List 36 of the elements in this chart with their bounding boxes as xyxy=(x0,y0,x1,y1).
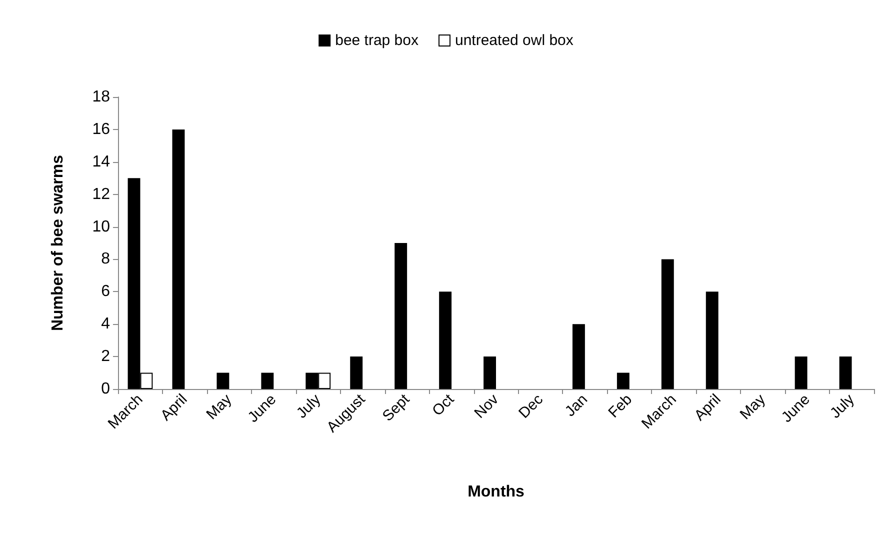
y-tick-label: 10 xyxy=(92,218,110,236)
bar xyxy=(261,372,274,389)
x-tick-label: May xyxy=(736,390,770,424)
legend-label: untreated owl box xyxy=(454,32,574,49)
x-tick-label: July xyxy=(826,390,858,422)
bar xyxy=(661,259,674,389)
y-tick-label: 16 xyxy=(92,120,110,138)
x-tick-label: Nov xyxy=(471,390,502,422)
bar xyxy=(572,324,585,389)
x-tick-label: July xyxy=(293,390,324,422)
bar xyxy=(350,356,363,389)
x-tick-label: Jan xyxy=(562,390,591,420)
bar xyxy=(216,372,230,389)
y-tick-label: 0 xyxy=(101,380,110,398)
y-tick-label: 8 xyxy=(101,250,110,268)
x-axis-title: Months xyxy=(468,484,525,500)
bar xyxy=(616,372,630,389)
y-tick-label: 6 xyxy=(101,283,110,300)
x-tick-label: Oct xyxy=(429,390,458,420)
y-axis-title: Number of bee swarms xyxy=(50,154,66,332)
x-tick-label: Dec xyxy=(516,390,547,422)
x-tick-label: Feb xyxy=(605,390,636,422)
bar xyxy=(439,292,452,389)
legend-label: bee trap box xyxy=(335,32,419,49)
x-tick-label: May xyxy=(203,390,236,424)
bar xyxy=(839,356,852,389)
y-tick-label: 4 xyxy=(101,316,110,333)
y-tick-label: 14 xyxy=(92,153,110,170)
bar xyxy=(794,356,808,389)
y-tick-label: 12 xyxy=(92,186,110,203)
y-tick-label: 2 xyxy=(101,348,110,366)
bar xyxy=(172,129,185,389)
bar xyxy=(394,243,408,389)
bar xyxy=(484,356,496,389)
y-tick-label: 18 xyxy=(92,88,110,106)
bar xyxy=(706,292,718,389)
